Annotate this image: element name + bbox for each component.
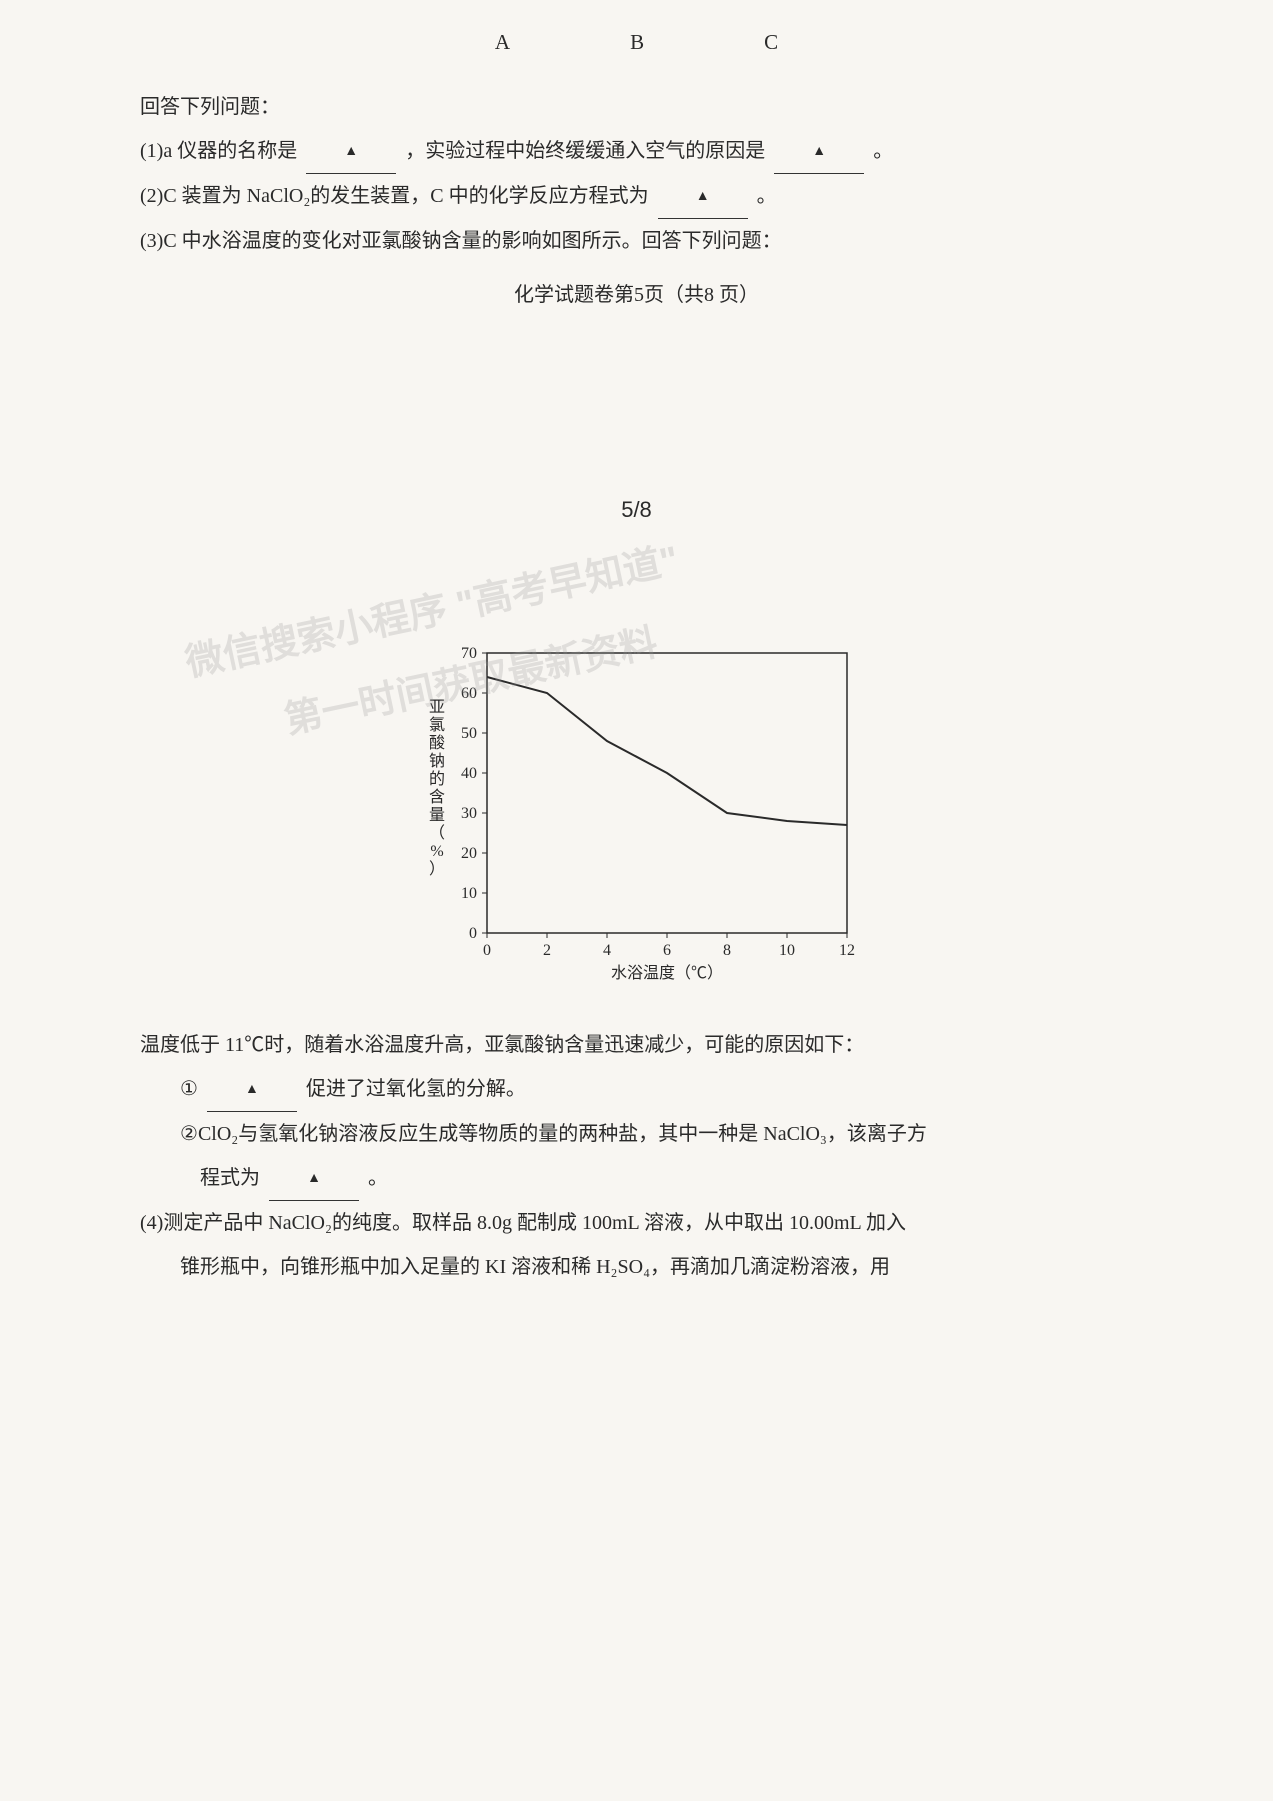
item2-pre2: 程式为 <box>200 1167 260 1189</box>
svg-text:水浴温度（℃）: 水浴温度（℃） <box>610 964 722 982</box>
item2-end: 。 <box>368 1167 388 1189</box>
svg-text:20: 20 <box>461 845 477 862</box>
svg-text:8: 8 <box>723 942 731 959</box>
figure-labels-row: A B C <box>140 30 1133 55</box>
item2-num: ② <box>180 1123 198 1145</box>
triangle-icon: ▲ <box>344 137 358 168</box>
svg-text:40: 40 <box>461 765 477 782</box>
question-1: (1)a 仪器的名称是 ▲ ，实验过程中始终缓缓通入空气的原因是 ▲ 。 <box>140 129 1133 174</box>
question-4-line1: (4)测定产品中 NaClO₂的纯度。取样品 8.0g 配制成 100mL 溶液… <box>140 1201 1133 1245</box>
label-c: C <box>764 30 778 55</box>
item-1: ① ▲ 促进了过氧化氢的分解。 <box>180 1067 1133 1112</box>
svg-text:亚氯酸钠的含量（%）: 亚氯酸钠的含量（%） <box>428 699 444 878</box>
svg-text:0: 0 <box>483 942 491 959</box>
triangle-icon: ▲ <box>307 1164 321 1195</box>
page-footer: 化学试题卷第5页（共8 页） <box>140 273 1133 317</box>
svg-text:50: 50 <box>461 725 477 742</box>
blank-item2: ▲ <box>269 1156 359 1201</box>
q1-mid: ，实验过程中始终缓缓通入空气的原因是 <box>405 140 765 162</box>
chart-container: 0 10 20 30 40 50 60 70 0 2 4 6 8 10 12 水浴温度（℃） 亚氯酸钠的含量（%… <box>140 623 1133 983</box>
item1-post: 促进了过氧化氢的分解。 <box>306 1078 526 1100</box>
questions-upper: 回答下列问题： (1)a 仪器的名称是 ▲ ，实验过程中始终缓缓通入空气的原因是… <box>140 85 1133 317</box>
line-chart: 0 10 20 30 40 50 60 70 0 2 4 6 8 10 12 水浴温度（℃） 亚氯酸钠的含量（%… <box>407 623 867 983</box>
svg-text:2: 2 <box>543 942 551 959</box>
svg-text:12: 12 <box>839 942 855 959</box>
question-3: (3)C 中水浴温度的变化对亚氯酸钠含量的影响如图所示。回答下列问题： <box>140 219 1133 263</box>
blank-item1: ▲ <box>207 1067 297 1112</box>
svg-text:10: 10 <box>461 885 477 902</box>
q1-end: 。 <box>873 140 893 162</box>
q2-end: 。 <box>757 185 777 207</box>
item-2-line2: 程式为 ▲ 。 <box>200 1156 1133 1201</box>
item2-pre: ClO₂与氢氧化钠溶液反应生成等物质的量的两种盐，其中一种是 NaClO₃，该离… <box>198 1123 927 1145</box>
questions-lower: 温度低于 11℃时，随着水浴温度升高，亚氯酸钠含量迅速减少，可能的原因如下： ①… <box>140 1023 1133 1289</box>
svg-text:30: 30 <box>461 805 477 822</box>
q1-pre: (1)a 仪器的名称是 <box>140 140 297 162</box>
label-a: A <box>495 30 510 55</box>
lower-intro: 温度低于 11℃时，随着水浴温度升高，亚氯酸钠含量迅速减少，可能的原因如下： <box>140 1023 1133 1067</box>
item1-num: ① <box>180 1078 198 1100</box>
question-4-line2: 锥形瓶中，向锥形瓶中加入足量的 KI 溶液和稀 H₂SO₄，再滴加几滴淀粉溶液，… <box>180 1245 1133 1289</box>
svg-text:6: 6 <box>663 942 671 959</box>
svg-text:60: 60 <box>461 685 477 702</box>
triangle-icon: ▲ <box>245 1075 259 1106</box>
svg-text:4: 4 <box>603 942 611 959</box>
svg-text:0: 0 <box>469 925 477 942</box>
label-b: B <box>630 30 644 55</box>
triangle-icon: ▲ <box>812 137 826 168</box>
question-2: (2)C 装置为 NaClO₂的发生装置，C 中的化学反应方程式为 ▲ 。 <box>140 174 1133 219</box>
blank-1a: ▲ <box>306 129 396 174</box>
blank-1b: ▲ <box>774 129 864 174</box>
heading: 回答下列问题： <box>140 85 1133 129</box>
svg-text:70: 70 <box>461 645 477 662</box>
item-2-line1: ②ClO₂与氢氧化钠溶液反应生成等物质的量的两种盐，其中一种是 NaClO₃，该… <box>180 1112 1133 1156</box>
svg-text:10: 10 <box>779 942 795 959</box>
q2-pre: (2)C 装置为 NaClO₂的发生装置，C 中的化学反应方程式为 <box>140 185 649 207</box>
triangle-icon: ▲ <box>696 182 710 213</box>
blank-2: ▲ <box>658 174 748 219</box>
page-number-mid: 5/8 <box>140 497 1133 523</box>
